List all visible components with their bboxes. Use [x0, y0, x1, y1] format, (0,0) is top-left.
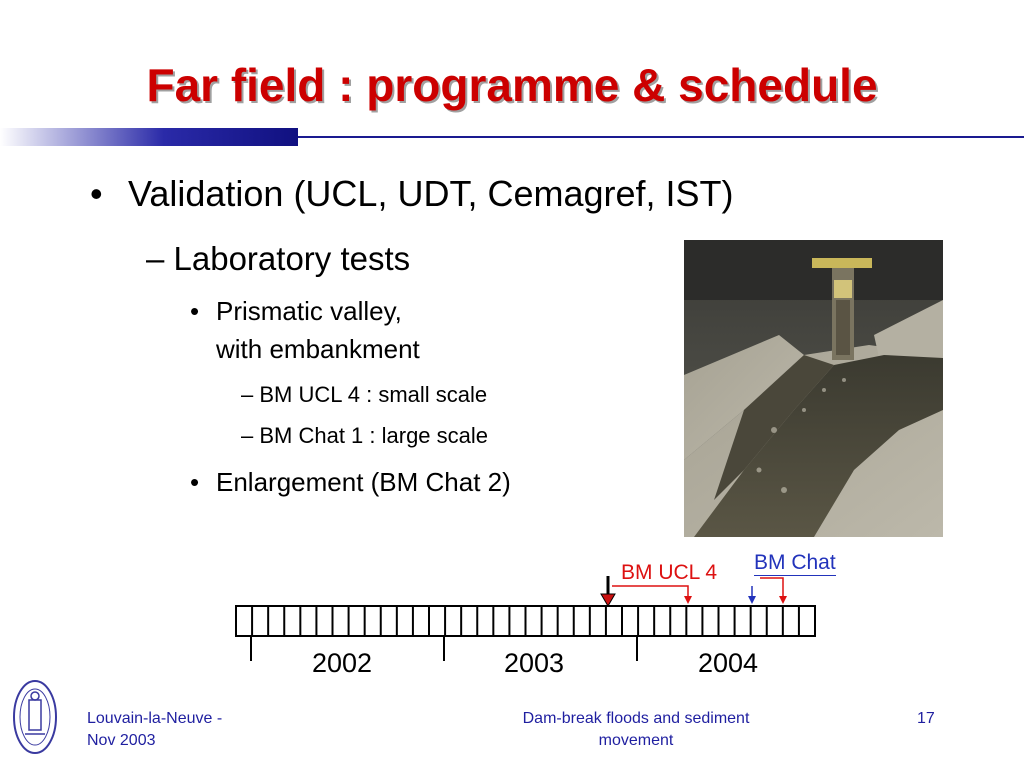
- bullet-text-line1: Prismatic valley,: [216, 296, 402, 326]
- university-seal-logo: [12, 678, 58, 756]
- year-label-2004: 2004: [698, 648, 759, 678]
- slide-title: Far field : programme & schedule: [146, 59, 878, 111]
- footer-location: Louvain-la-Neuve - Nov 2003: [87, 708, 222, 752]
- bm-chat-label: BM Chat: [754, 551, 836, 576]
- bm-chat-arrow-red: [779, 596, 787, 604]
- footer-location-line1: Louvain-la-Neuve -: [87, 710, 223, 727]
- bm-ucl4-label: BM UCL 4: [621, 561, 718, 584]
- sub-bullet-laboratory-tests: – Laboratory tests: [146, 240, 411, 277]
- bm-ucl4-bracket: [612, 585, 689, 598]
- sub-item-bm-chat1: – BM Chat 1 : large scale: [241, 423, 489, 448]
- bm-ucl4-arrow: [684, 596, 692, 604]
- laboratory-flume-photo: [684, 240, 943, 537]
- footer-title-line1: Dam-break floods and sediment: [522, 710, 750, 727]
- page-number: 17: [917, 710, 935, 727]
- footer-title-line2: movement: [598, 732, 674, 749]
- bm-chat-bracket: [760, 577, 784, 598]
- footer-location-line2: Nov 2003: [87, 732, 156, 749]
- bullet-text-line2: with embankment: [216, 334, 420, 364]
- year-label-2003: 2003: [504, 648, 565, 678]
- current-date-arrowhead: [600, 593, 616, 607]
- bullet-marker: •: [190, 467, 200, 497]
- bullet-text: Enlargement (BM Chat 2): [216, 467, 511, 497]
- bullet-marker: •: [190, 296, 200, 326]
- bm-chat-arrow-blue: [748, 596, 756, 604]
- bullet-marker: •: [90, 173, 103, 214]
- title-accent-bar: [0, 128, 298, 146]
- footer-presentation-title: Dam-break floods and sediment movement: [480, 708, 792, 752]
- year-label-2002: 2002: [312, 648, 373, 678]
- bullet-text: Validation (UCL, UDT, Cemagref, IST): [128, 173, 734, 214]
- schedule-timeline: [235, 576, 816, 661]
- sub-item-bm-ucl4: – BM UCL 4 : small scale: [241, 382, 488, 407]
- title-underline: [0, 136, 1024, 138]
